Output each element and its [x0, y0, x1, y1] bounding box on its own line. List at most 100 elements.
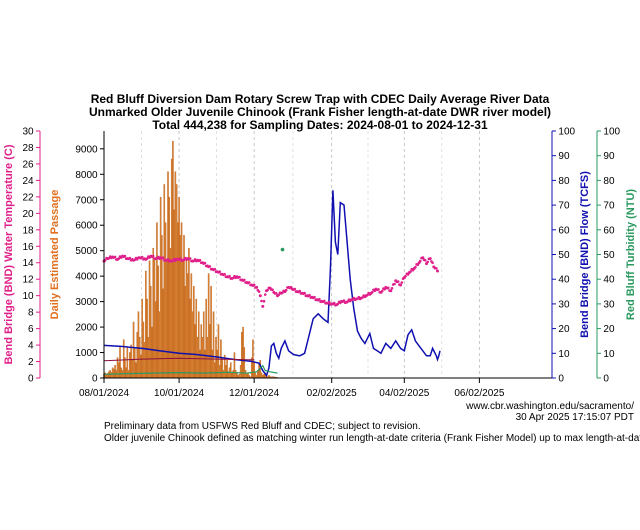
- passage-bar: [217, 324, 220, 379]
- turbidity-tick-label: 100: [603, 127, 620, 138]
- temperature-tick-label: 10: [22, 291, 34, 302]
- temperature-point: [145, 257, 149, 260]
- passage-bar: [201, 337, 204, 379]
- passage-bar: [241, 331, 243, 379]
- passage-bar: [174, 171, 177, 379]
- chart-title-line-3: Total 444,238 for Sampling Dates: 2024-0…: [152, 118, 488, 132]
- passage-bar: [166, 260, 168, 379]
- temperature-point: [231, 276, 235, 280]
- turbidity-tick-label: 80: [603, 176, 615, 187]
- temperature-point: [414, 265, 417, 269]
- passage-bar: [138, 337, 141, 379]
- temperature-point: [342, 299, 346, 302]
- passage-bar: [231, 372, 233, 379]
- temperature-tick-label: 18: [22, 225, 34, 236]
- passage-bars: [103, 140, 280, 379]
- passage-bar: [146, 298, 148, 379]
- passage-tick-label: 9000: [75, 144, 98, 155]
- temperature-tick-label: 14: [22, 258, 34, 269]
- passage-bar: [167, 171, 169, 379]
- temperature-point: [203, 261, 207, 265]
- temperature-point: [426, 260, 430, 264]
- turbidity-tick-label: 10: [603, 349, 615, 360]
- x-tick-label: 08/01/2024: [79, 388, 129, 399]
- chart-title-line-1: Red Bluff Diversion Dam Rotary Screw Tra…: [91, 92, 550, 106]
- flow-tick-label: 60: [558, 225, 570, 236]
- passage-bar: [198, 311, 200, 379]
- temperature-tick-label: 12: [22, 275, 34, 286]
- passage-bar: [179, 235, 182, 379]
- passage-bar: [148, 260, 151, 379]
- passage-bar: [204, 349, 206, 379]
- passage-bar: [137, 311, 140, 379]
- turbidity-spike-point: [280, 247, 285, 252]
- temperature-point: [396, 280, 400, 283]
- temperature-point: [262, 299, 266, 303]
- temperature-point: [123, 254, 127, 258]
- temperature-point: [260, 299, 263, 303]
- temperature-point: [275, 292, 278, 295]
- passage-bar: [200, 324, 202, 379]
- passage-bar: [206, 337, 209, 379]
- passage-bar: [122, 339, 125, 379]
- temperature-points: [102, 247, 439, 308]
- temperature-point: [327, 300, 331, 304]
- temperature-point: [323, 299, 326, 303]
- temperature-point: [166, 258, 170, 261]
- passage-bar: [246, 373, 248, 379]
- passage-bar: [150, 286, 152, 379]
- x-tick-label: 04/02/2025: [379, 388, 429, 399]
- temperature-point: [428, 257, 432, 261]
- flow-line: [103, 190, 441, 378]
- flow-tick-label: 40: [558, 275, 570, 286]
- turbidity-tick-label: 50: [603, 250, 615, 261]
- passage-bar: [136, 331, 138, 379]
- passage-bar: [156, 222, 158, 379]
- passage-bar: [141, 298, 143, 379]
- temperature-point: [308, 293, 311, 297]
- turbidity-tick-label: 30: [603, 299, 615, 310]
- temperature-tick-label: 22: [22, 192, 34, 203]
- passage-bar: [180, 222, 183, 379]
- passage-bar: [195, 298, 198, 379]
- axes: 08/01/2024 10/01/2024 12/01/2024 02/02/2025…: [3, 127, 637, 400]
- passage-bar: [164, 222, 167, 379]
- turbidity-tick-label: 0: [603, 374, 609, 385]
- passage-bar: [232, 370, 234, 379]
- passage-bar: [205, 298, 207, 379]
- temperature-point: [371, 290, 374, 294]
- passage-bar: [234, 370, 237, 379]
- passage-bar: [178, 197, 180, 379]
- passage-bar: [131, 359, 134, 379]
- temperature-point: [140, 255, 144, 259]
- passage-bar: [196, 337, 199, 379]
- passage-bar: [170, 158, 173, 379]
- passage-tick-label: 6000: [75, 221, 98, 232]
- temperature-tick-label: 6: [28, 324, 34, 335]
- temperature-point: [303, 291, 306, 295]
- temperature-point: [117, 257, 121, 260]
- temperature-tick-label: 8: [28, 308, 34, 319]
- passage-bar: [242, 326, 244, 379]
- passage-bar: [154, 301, 157, 379]
- flow-tick-label: 20: [558, 324, 570, 335]
- passage-bar: [212, 311, 215, 379]
- passage-bar: [129, 352, 131, 379]
- temperature-point: [113, 255, 117, 259]
- passage-bar: [163, 184, 166, 379]
- temperature-point: [436, 269, 439, 273]
- passage-tick-label: 7000: [75, 195, 98, 206]
- temperature-point: [198, 258, 202, 262]
- temperature-point: [298, 289, 302, 293]
- passage-bar: [143, 342, 146, 379]
- temperature-point: [179, 257, 182, 260]
- temperature-tick-label: 2: [28, 357, 34, 368]
- temperature-point: [213, 267, 217, 271]
- temperature-point: [284, 288, 288, 292]
- credit-url: www.cbr.washington.edu/sacramento/: [466, 401, 634, 412]
- temperature-tick-label: 28: [22, 143, 34, 154]
- flow-axis-label: Bend Bridge (BND) Flow (TCFS): [579, 171, 591, 338]
- temperature-point: [238, 275, 241, 279]
- temperature-point: [435, 267, 438, 270]
- temperature-tick-label: 4: [28, 341, 34, 352]
